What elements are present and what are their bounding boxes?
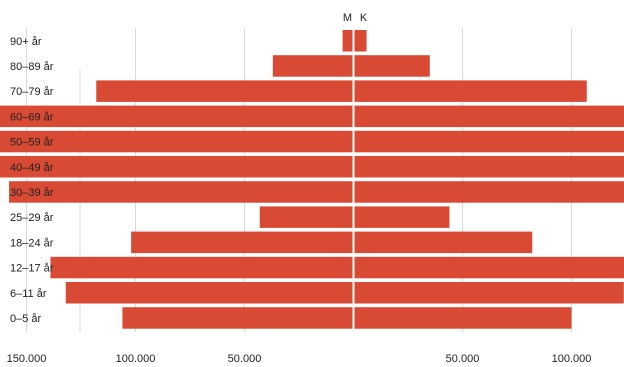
- x-tick-labels: 50.00050.000100.000100.000150.000150.000…: [7, 353, 592, 365]
- bar-k-8: [353, 231, 533, 254]
- category-label: 18–24 år: [10, 237, 54, 249]
- category-label: 80–89 år: [10, 61, 54, 73]
- category-label: 70–79 år: [10, 86, 54, 98]
- tick-label-left: 50.000: [228, 353, 262, 365]
- tick-label-left: 100.000: [116, 353, 156, 365]
- bar-k-9: [353, 256, 624, 279]
- bars: [0, 30, 624, 329]
- bar-m-8: [131, 231, 354, 254]
- category-label: 90+ år: [10, 36, 42, 48]
- category-label: 6–11 år: [10, 288, 47, 300]
- tick-label-left: 150.000: [7, 353, 47, 365]
- bar-k-0: [353, 30, 367, 52]
- bar-k-4: [353, 130, 624, 153]
- bar-k-2: [353, 80, 587, 102]
- bar-m-6: [9, 181, 354, 203]
- bar-m-2: [96, 80, 354, 102]
- bar-m-1: [272, 55, 354, 77]
- legend-label-m: M: [343, 12, 352, 24]
- bar-k-1: [353, 55, 430, 77]
- bar-m-5: [0, 156, 354, 178]
- bar-m-4: [0, 130, 354, 153]
- legend: M K: [343, 12, 368, 24]
- category-label: 60–69 år: [10, 111, 54, 123]
- bar-m-10: [65, 282, 354, 304]
- category-label: 0–5 år: [10, 313, 42, 325]
- category-labels: 90+ år 80–89 år 70–79 år 60–69 år 50–59 år 40…: [10, 36, 54, 325]
- category-label: 25–29 år: [10, 212, 54, 224]
- category-label: 40–49 år: [10, 162, 54, 174]
- bar-m-9: [50, 256, 354, 279]
- bar-k-5: [353, 156, 624, 178]
- bar-k-10: [353, 282, 624, 304]
- bar-k-6: [353, 181, 624, 203]
- category-label: 50–59 år: [10, 137, 54, 149]
- bar-m-11: [122, 307, 354, 329]
- category-label: 12–17 år: [10, 263, 54, 275]
- tick-label-right: 100.000: [552, 353, 592, 365]
- legend-label-k: K: [360, 12, 368, 24]
- bar-k-3: [353, 105, 624, 128]
- bar-k-7: [353, 206, 450, 228]
- category-label: 30–39 år: [10, 187, 54, 199]
- tick-label-right: 50.000: [446, 353, 480, 365]
- bar-m-3: [0, 105, 354, 128]
- bar-m-0: [342, 30, 354, 52]
- bar-m-7: [259, 206, 354, 228]
- bar-k-11: [353, 307, 572, 329]
